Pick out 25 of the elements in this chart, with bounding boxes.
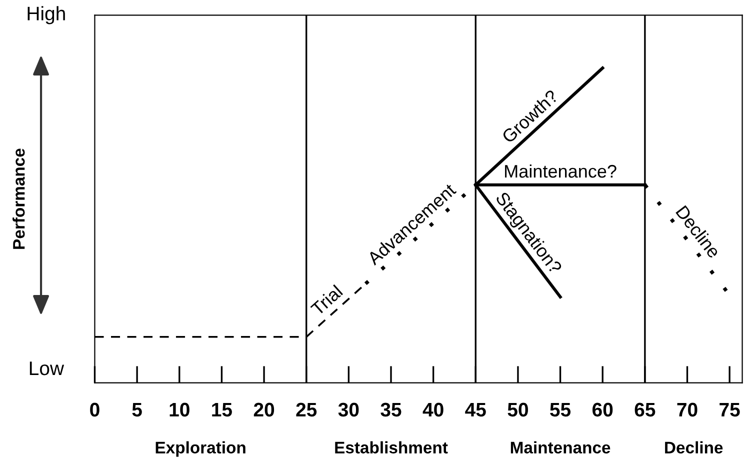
text: Maintenance xyxy=(510,441,610,454)
x-tick-label: 75 xyxy=(720,403,740,417)
x-tick-label: 65 xyxy=(634,402,656,417)
x-tick-label: 55 xyxy=(550,403,571,417)
x-tick-label: 30 xyxy=(338,402,359,417)
text: Establishment xyxy=(335,441,448,454)
text: Trial xyxy=(310,284,344,316)
x-tick-label: 10 xyxy=(170,402,190,417)
y-axis-title: Performance xyxy=(12,148,25,249)
text: Exploration xyxy=(156,441,246,457)
x-tick-label: 5 xyxy=(132,403,142,417)
x-tick-label: 35 xyxy=(380,402,402,417)
x-tick-label: 25 xyxy=(296,402,317,417)
text: High xyxy=(28,6,65,24)
text: Low xyxy=(30,362,64,376)
x-tick-label: 50 xyxy=(508,402,528,417)
x-tick-label: 60 xyxy=(592,402,613,417)
series-label: Maintenance? xyxy=(505,164,616,178)
x-tick-label: 15 xyxy=(212,403,232,417)
x-tick-label: 0 xyxy=(90,402,100,417)
x-tick-label: 45 xyxy=(465,403,486,417)
text: Decline xyxy=(665,441,723,454)
x-tick-label: 40 xyxy=(422,402,444,417)
x-tick-label: 20 xyxy=(254,402,274,417)
x-tick-label: 70 xyxy=(677,402,698,417)
